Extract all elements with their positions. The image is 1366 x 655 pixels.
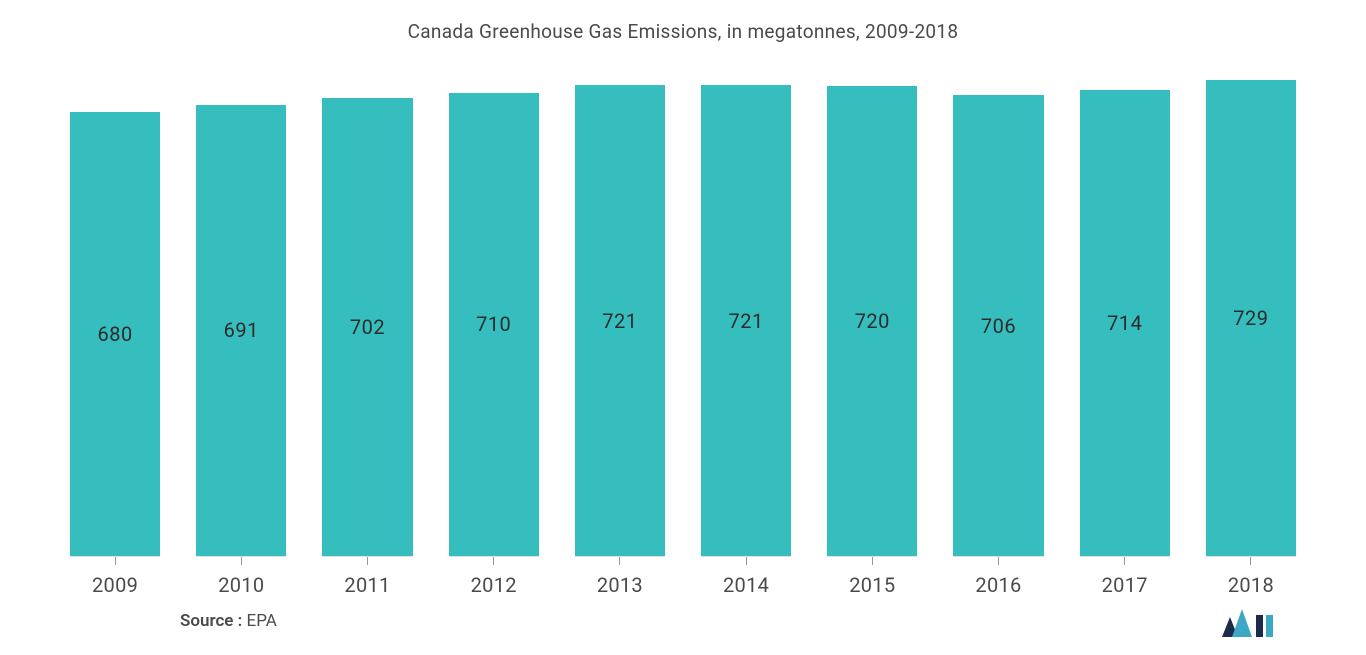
bar-value-label: 720 xyxy=(855,309,890,333)
bar: 721 xyxy=(701,85,791,556)
x-axis-tick xyxy=(493,557,494,565)
source-value: EPA xyxy=(247,611,277,631)
x-axis-label: 2016 xyxy=(975,565,1021,597)
mi-logo-icon xyxy=(1222,605,1276,637)
bar-wrap: 710 xyxy=(449,73,539,557)
x-axis-tick xyxy=(998,557,999,565)
x-axis-tick xyxy=(241,557,242,565)
chart-container: Canada Greenhouse Gas Emissions, in mega… xyxy=(0,0,1366,655)
bar: 720 xyxy=(827,86,917,556)
bar-group: 729 2018 xyxy=(1206,73,1296,597)
plot-area: 680 2009 691 2010 702 2011 710 2012 721 2013 721 20… xyxy=(0,53,1366,597)
bar-wrap: 680 xyxy=(70,73,160,557)
x-axis-label: 2010 xyxy=(218,565,264,597)
bar-group: 720 2015 xyxy=(827,73,917,597)
x-axis-label: 2014 xyxy=(723,565,769,597)
x-axis-label: 2013 xyxy=(597,565,643,597)
bar: 714 xyxy=(1080,90,1170,556)
bar-group: 710 2012 xyxy=(449,73,539,597)
bar-value-label: 710 xyxy=(476,312,511,336)
source-label: Source : xyxy=(180,611,242,631)
x-axis-label: 2011 xyxy=(344,565,390,597)
bar: 706 xyxy=(953,95,1043,556)
bar: 710 xyxy=(449,93,539,556)
bar-wrap: 714 xyxy=(1080,73,1170,557)
x-axis-tick xyxy=(746,557,747,565)
x-axis-label: 2012 xyxy=(471,565,517,597)
bar-group: 721 2014 xyxy=(701,73,791,597)
bar: 729 xyxy=(1206,80,1296,556)
chart-footer: Source : EPA xyxy=(0,597,1366,655)
bar-value-label: 729 xyxy=(1233,306,1268,330)
x-axis-label: 2015 xyxy=(849,565,895,597)
x-axis-label: 2009 xyxy=(92,565,138,597)
bar-wrap: 721 xyxy=(575,73,665,557)
bar-group: 706 2016 xyxy=(953,73,1043,597)
bar-value-label: 714 xyxy=(1107,311,1142,335)
bar-wrap: 706 xyxy=(953,73,1043,557)
x-axis-tick xyxy=(367,557,368,565)
bar-value-label: 691 xyxy=(224,318,259,342)
bar: 680 xyxy=(70,112,160,556)
x-axis-tick xyxy=(115,557,116,565)
bar-value-label: 721 xyxy=(728,309,763,333)
bar-group: 702 2011 xyxy=(322,73,412,597)
bar-wrap: 720 xyxy=(827,73,917,557)
source-attribution: Source : EPA xyxy=(180,611,277,631)
bar-wrap: 729 xyxy=(1206,73,1296,557)
bar-value-label: 706 xyxy=(981,314,1016,338)
bar: 702 xyxy=(322,98,412,556)
bar-value-label: 680 xyxy=(97,322,132,346)
chart-title: Canada Greenhouse Gas Emissions, in mega… xyxy=(0,0,1366,53)
bar-wrap: 721 xyxy=(701,73,791,557)
bar-wrap: 691 xyxy=(196,73,286,557)
x-axis-tick xyxy=(1124,557,1125,565)
bar-group: 691 2010 xyxy=(196,73,286,597)
bar: 691 xyxy=(196,105,286,556)
bar-value-label: 721 xyxy=(602,309,637,333)
x-axis-tick xyxy=(1250,557,1251,565)
bar-group: 680 2009 xyxy=(70,73,160,597)
bar-group: 714 2017 xyxy=(1080,73,1170,597)
x-axis-label: 2018 xyxy=(1228,565,1274,597)
x-axis-label: 2017 xyxy=(1102,565,1148,597)
x-axis-tick xyxy=(619,557,620,565)
bar-group: 721 2013 xyxy=(575,73,665,597)
bar: 721 xyxy=(575,85,665,556)
bar-wrap: 702 xyxy=(322,73,412,557)
bar-value-label: 702 xyxy=(350,315,385,339)
x-axis-tick xyxy=(872,557,873,565)
